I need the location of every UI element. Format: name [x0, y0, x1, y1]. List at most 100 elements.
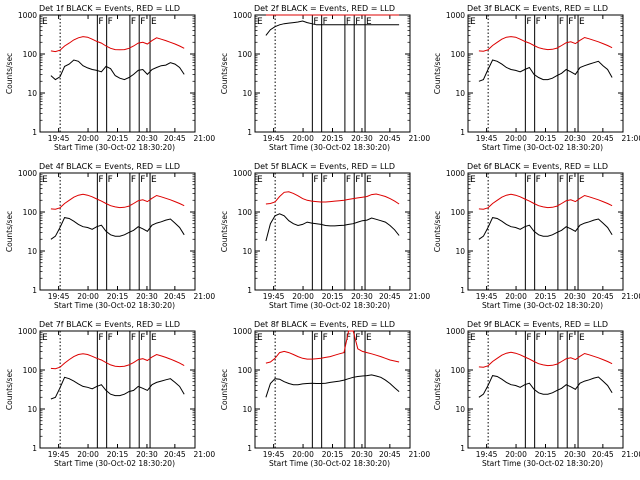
x-tick-label: 21:00 — [193, 450, 215, 459]
y-tick-label: 1 — [247, 128, 252, 137]
x-tick-label: 20:30 — [136, 292, 158, 301]
y-tick-label: 1000 — [18, 169, 37, 178]
flag-label: F — [526, 17, 531, 27]
x-tick-label: 20:45 — [592, 292, 614, 301]
x-tick-label: 21:00 — [408, 450, 430, 459]
corner-flag: E — [257, 175, 263, 185]
flag-label: E — [366, 333, 372, 343]
flag-label: E — [579, 175, 585, 185]
y-tick-label: 100 — [238, 208, 253, 217]
events-series-line — [265, 20, 400, 36]
flag-label: F — [98, 175, 103, 185]
flag-label: F — [313, 17, 318, 27]
x-tick-label: 20:00 — [77, 292, 99, 301]
x-tick-label: 20:30 — [564, 134, 586, 143]
plot-frame — [39, 14, 196, 133]
x-tick-label: 20:00 — [292, 450, 314, 459]
lld-series-line — [478, 193, 613, 210]
flag-label: F — [98, 333, 103, 343]
x-tick-label: 20:00 — [505, 292, 527, 301]
y-tick-label: 100 — [23, 366, 38, 375]
y-tick-label: 100 — [238, 50, 253, 59]
flag-label: F — [346, 17, 351, 27]
y-tick-label: 100 — [451, 50, 466, 59]
panel-4: Det 4f BLACK = Events, RED = LLD 1 10 100 10… — [5, 162, 215, 310]
y-tick-label: 10 — [27, 247, 37, 256]
x-tick-label: 20:00 — [292, 134, 314, 143]
y-tick-label: 10 — [27, 405, 37, 414]
y-tick-label: 1000 — [233, 327, 252, 336]
panel-7: Det 7f BLACK = Events, RED = LLD 1 10 100 10… — [5, 320, 215, 468]
corner-flag: E — [257, 333, 263, 343]
y-axis-label: Counts/sec — [433, 53, 442, 94]
x-axis-label: Start Time (30-Oct-02 18:30:20) — [269, 143, 390, 152]
x-tick-label: 21:00 — [408, 134, 430, 143]
y-axis-label: Counts/sec — [433, 369, 442, 410]
y-tick-label: 1000 — [18, 327, 37, 336]
x-tick-label: 20:15 — [107, 134, 129, 143]
x-tick-label: 19:45 — [48, 292, 70, 301]
flag-label: F — [568, 17, 573, 27]
x-tick-label: 19:45 — [476, 134, 498, 143]
x-tick-label: 19:45 — [476, 450, 498, 459]
x-axis-label: Start Time (30-Oct-02 18:30:20) — [269, 301, 390, 310]
y-tick-label: 1000 — [18, 11, 37, 20]
y-tick-label: 1 — [460, 286, 465, 295]
lld-series-line — [50, 193, 185, 210]
flag-label: F — [346, 175, 351, 185]
events-series-line — [478, 375, 613, 398]
x-tick-label: 20:45 — [592, 450, 614, 459]
y-tick-label: 10 — [27, 89, 37, 98]
x-tick-label: 20:30 — [351, 450, 373, 459]
y-tick-label: 1 — [460, 128, 465, 137]
flag-label: F — [313, 175, 318, 185]
x-tick-label: 20:15 — [322, 292, 344, 301]
x-tick-label: 20:15 — [322, 450, 344, 459]
y-tick-label: 1000 — [446, 11, 465, 20]
plot-frame — [254, 14, 411, 133]
x-tick-label: 20:30 — [351, 134, 373, 143]
flag-label: F — [536, 333, 541, 343]
x-tick-label: 20:00 — [77, 450, 99, 459]
y-tick-label: 10 — [242, 247, 252, 256]
flag-label: F — [526, 175, 531, 185]
x-tick-label: 20:15 — [107, 450, 129, 459]
flag-label: E — [579, 333, 585, 343]
flag-label: F — [140, 175, 145, 185]
y-tick-label: 1 — [32, 444, 37, 453]
x-tick-label: 20:00 — [505, 450, 527, 459]
y-tick-label: 100 — [451, 208, 466, 217]
x-tick-label: 20:00 — [292, 292, 314, 301]
x-tick-label: 19:45 — [263, 134, 285, 143]
x-tick-label: 20:15 — [535, 292, 557, 301]
flag-label: F — [355, 175, 360, 185]
y-tick-label: 1000 — [446, 169, 465, 178]
y-tick-label: 1 — [247, 444, 252, 453]
flag-label: F — [108, 175, 113, 185]
flag-label: F — [526, 333, 531, 343]
flag-label: F — [355, 17, 360, 27]
x-tick-label: 19:45 — [263, 450, 285, 459]
flag-label: E — [151, 17, 157, 27]
y-axis-label: Counts/sec — [5, 211, 14, 252]
flag-label: F — [355, 333, 360, 343]
y-tick-label: 1 — [460, 444, 465, 453]
x-tick-label: 20:15 — [535, 134, 557, 143]
flag-label: F — [559, 333, 564, 343]
x-axis-label: Start Time (30-Oct-02 18:30:20) — [269, 459, 390, 468]
y-tick-label: 10 — [242, 405, 252, 414]
corner-flag: E — [470, 175, 476, 185]
panel-6: Det 6f BLACK = Events, RED = LLD 1 10 100 10… — [433, 162, 640, 310]
flag-label: F — [346, 333, 351, 343]
y-tick-label: 1000 — [446, 327, 465, 336]
flag-label: F — [313, 333, 318, 343]
x-axis-label: Start Time (30-Oct-02 18:30:20) — [482, 143, 603, 152]
flag-label: F — [108, 17, 113, 27]
panel-2: Det 2f BLACK = Events, RED = LLD 1 10 100 10… — [220, 4, 430, 152]
plot-frame — [39, 172, 196, 291]
flag-label: F — [98, 17, 103, 27]
x-tick-label: 20:45 — [164, 450, 186, 459]
y-tick-label: 100 — [451, 366, 466, 375]
y-tick-label: 1 — [247, 286, 252, 295]
x-tick-label: 20:45 — [379, 134, 401, 143]
